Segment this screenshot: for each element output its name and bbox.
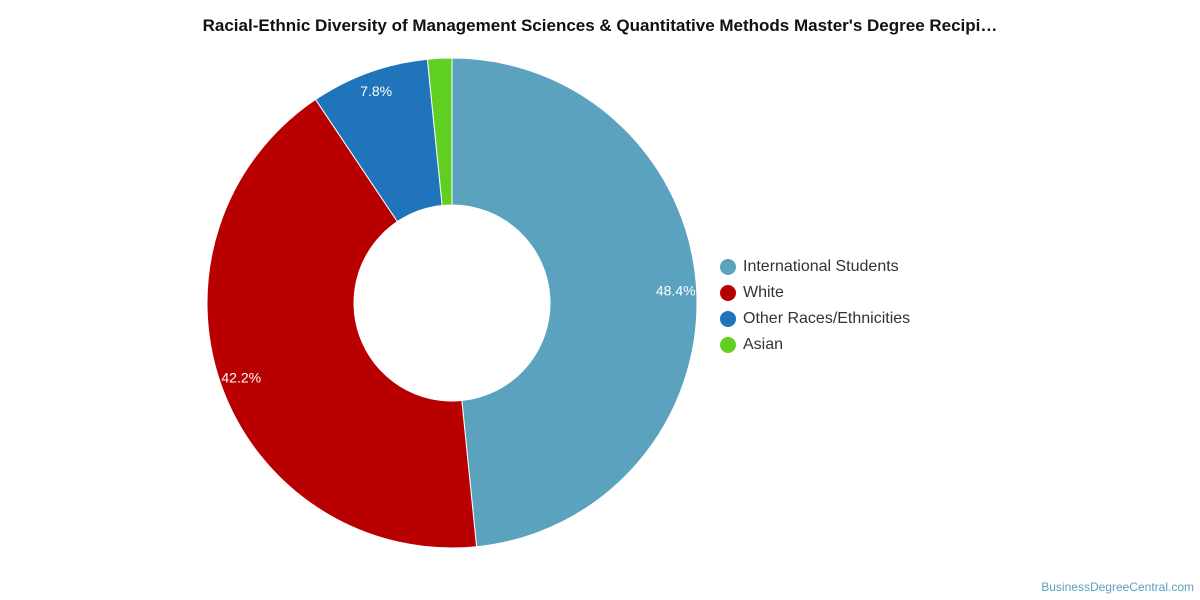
legend-label-international-students: International Students: [743, 258, 899, 275]
legend-label-white: White: [743, 284, 784, 301]
donut-slice-international-students[interactable]: [451, 57, 698, 548]
legend-item-white[interactable]: White: [720, 280, 910, 306]
legend-swatch-other-races: [720, 311, 736, 327]
source-watermark[interactable]: BusinessDegreeCentral.com: [1041, 580, 1194, 594]
chart-title: Racial-Ethnic Diversity of Management Sc…: [202, 16, 998, 35]
slice-label-white: 42.2%: [221, 370, 261, 386]
legend-swatch-international-students: [720, 259, 736, 275]
donut-slice-asian[interactable]: [426, 57, 453, 207]
donut-slice-labels: 48.4% 42.2% 7.8%: [221, 83, 695, 386]
legend-label-asian: Asian: [743, 336, 784, 353]
donut-slice-white[interactable]: [206, 98, 478, 549]
donut-slices: [206, 57, 698, 549]
slice-label-other-races: 7.8%: [360, 83, 392, 99]
chart-legend: International Students White Other Races…: [720, 254, 910, 358]
legend-label-other-races: Other Races/Ethnicities: [743, 310, 911, 327]
slice-label-international-students: 48.4%: [656, 282, 696, 298]
legend-item-other-races[interactable]: Other Races/Ethnicities: [720, 306, 910, 332]
legend-item-international-students[interactable]: International Students: [720, 254, 910, 280]
legend-swatch-white: [720, 285, 736, 301]
legend-item-asian[interactable]: Asian: [720, 332, 910, 358]
legend-swatch-asian: [720, 337, 736, 353]
